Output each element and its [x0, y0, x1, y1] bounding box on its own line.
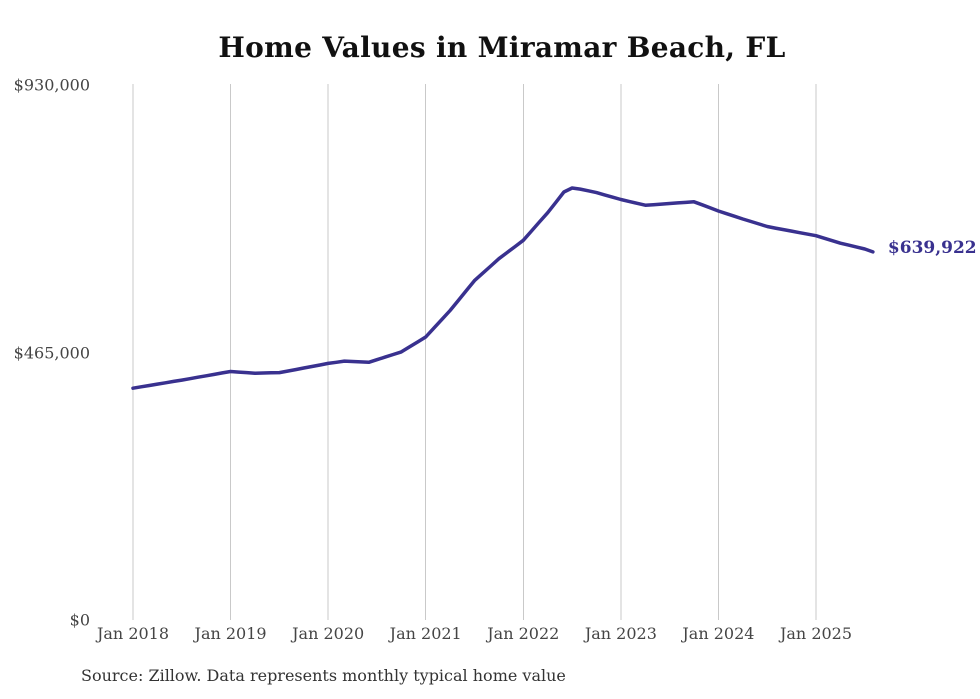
x-axis-tick-label: Jan 2018: [96, 624, 170, 643]
x-axis-tick-label: Jan 2019: [194, 624, 267, 643]
x-axis-tick-label: Jan 2023: [584, 624, 657, 643]
x-axis-tick-label: Jan 2024: [682, 624, 755, 643]
y-axis-tick-label: $465,000: [13, 343, 90, 362]
x-axis-tick-label: Jan 2021: [389, 624, 462, 643]
y-axis-tick-label: $0: [69, 610, 90, 630]
y-axis-tick-label: $930,000: [13, 75, 90, 95]
current-value-label: $639,922: [887, 237, 977, 258]
x-axis-tick-label: Jan 2022: [487, 624, 560, 643]
source-note: Source: Zillow. Data represents monthly …: [81, 666, 566, 685]
x-axis-tick-label: Jan 2025: [779, 624, 853, 643]
chart-title: Home Values in Miramar Beach, FL: [218, 31, 786, 64]
gridlines: [132, 84, 817, 620]
home-value-line: [131, 186, 875, 390]
x-axis-tick-label: Jan 2020: [292, 624, 365, 643]
